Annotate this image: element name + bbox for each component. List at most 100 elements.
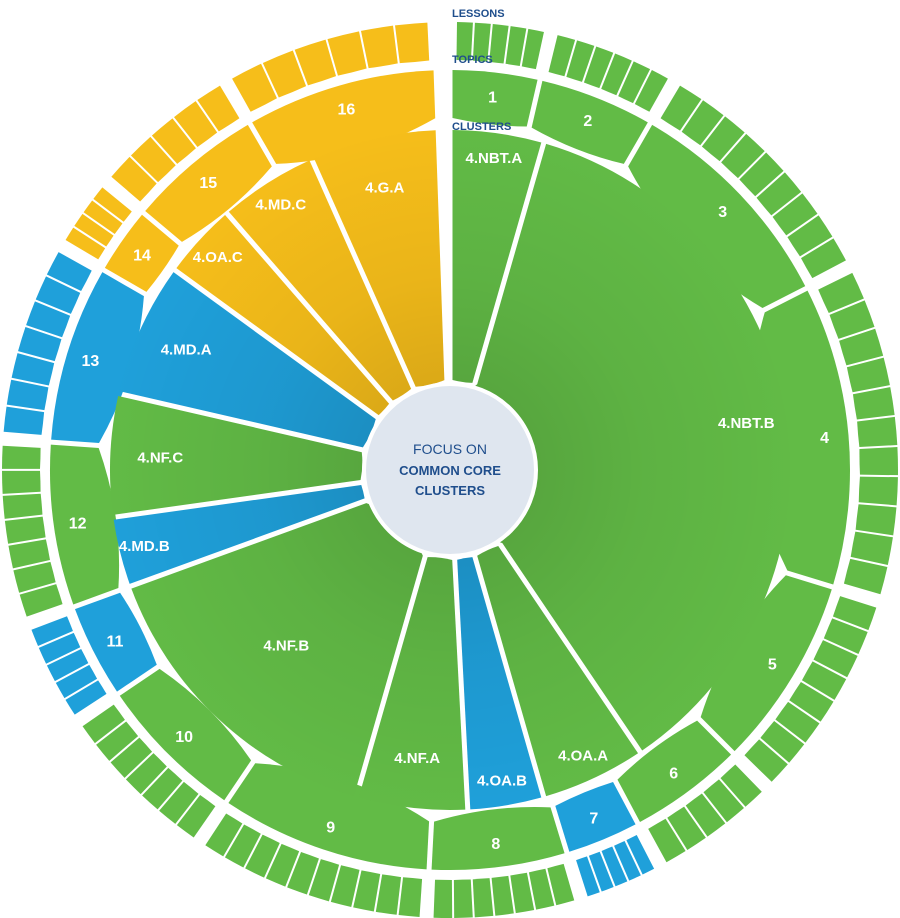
lesson-box — [601, 846, 628, 887]
cluster-label: 4.NBT.B — [718, 415, 775, 432]
topic-segment — [555, 781, 636, 852]
lesson-box — [205, 813, 243, 857]
center-hub — [362, 382, 538, 558]
lesson-box — [489, 24, 509, 64]
lesson-box — [850, 531, 893, 566]
lesson-box — [588, 851, 614, 892]
cluster-shade — [176, 215, 390, 416]
topic-segment — [431, 806, 565, 870]
topic-label: 8 — [491, 836, 500, 853]
topic-label: 7 — [589, 810, 598, 827]
cluster-label: 4.OA.C — [193, 249, 243, 266]
lesson-box — [453, 879, 473, 918]
topic-label: 13 — [82, 353, 100, 370]
lesson-box — [521, 28, 544, 70]
topic-segment — [628, 124, 806, 308]
lesson-box — [46, 649, 89, 682]
lesson-box — [547, 863, 575, 906]
lesson-box — [330, 865, 360, 907]
topic-segment — [145, 124, 272, 242]
lesson-box — [151, 118, 196, 164]
lesson-box — [772, 193, 818, 236]
lesson-box — [576, 856, 600, 897]
lesson-box — [472, 878, 494, 918]
lesson-box — [74, 213, 114, 247]
lesson-box — [843, 558, 888, 595]
cluster-label: 4.G.A — [365, 179, 404, 196]
lesson-box — [174, 101, 218, 147]
lesson-box — [618, 61, 651, 104]
topic-label: 16 — [337, 102, 355, 119]
clusters-ring-title: CLUSTERS — [452, 121, 511, 133]
lesson-box — [4, 516, 46, 544]
cluster-shade — [313, 130, 445, 387]
lesson-box — [846, 357, 890, 393]
topic-label: 15 — [199, 175, 217, 192]
lesson-box — [510, 872, 535, 914]
lesson-box — [31, 616, 73, 647]
center-text-common-core: COMMON CORE — [399, 463, 501, 478]
cluster-label: 4.NF.B — [263, 638, 309, 655]
lesson-box — [159, 781, 199, 824]
lesson-box — [93, 187, 132, 222]
lesson-box — [46, 252, 92, 292]
lesson-box — [720, 764, 762, 807]
lesson-box — [667, 806, 706, 850]
lesson-box — [739, 152, 784, 197]
lesson-box — [601, 53, 632, 96]
lesson-box — [505, 26, 527, 66]
lesson-box — [83, 200, 123, 235]
topic-label: 9 — [326, 820, 335, 837]
lesson-box — [832, 596, 877, 631]
topics-ring — [50, 70, 851, 870]
lesson-box — [265, 843, 300, 887]
lesson-box — [701, 116, 745, 162]
cluster-shade — [110, 395, 363, 515]
cluster-shade — [439, 143, 790, 751]
lesson-box — [789, 682, 834, 722]
lesson-box — [685, 793, 726, 837]
lesson-box — [721, 133, 765, 179]
lesson-box — [2, 493, 43, 519]
topic-segment — [617, 720, 732, 822]
topic-segment — [228, 763, 430, 870]
cluster-shade — [228, 160, 412, 401]
lesson-box — [3, 406, 45, 435]
lesson-box — [65, 227, 106, 260]
lesson-box — [491, 875, 514, 916]
lesson-box — [55, 664, 98, 699]
lesson-box — [634, 70, 668, 112]
lesson-box — [660, 85, 702, 131]
topic-label: 3 — [718, 204, 727, 221]
lesson-box — [38, 632, 81, 664]
cluster-label: 4.NF.C — [137, 449, 183, 466]
lesson-box — [2, 470, 41, 494]
lesson-box — [800, 238, 846, 279]
lesson-box — [456, 22, 473, 61]
topic-label: 2 — [583, 113, 592, 130]
center-text-clusters: CLUSTERS — [415, 483, 485, 498]
lesson-box — [6, 379, 49, 411]
lesson-box — [142, 767, 183, 810]
lesson-box — [433, 879, 453, 918]
topic-label: 4 — [820, 430, 829, 447]
topic-label: 12 — [69, 515, 87, 532]
lesson-box — [744, 739, 788, 782]
lesson-box — [375, 874, 402, 915]
topic-segment — [50, 444, 120, 605]
cluster-shade — [119, 272, 376, 448]
lesson-box — [801, 661, 847, 700]
lesson-box — [125, 753, 167, 795]
topic-label: 5 — [768, 657, 777, 674]
lesson-box — [2, 445, 41, 469]
center-text-focus-on: FOCUS ON — [413, 441, 487, 457]
cluster-label: 4.MD.C — [255, 196, 306, 213]
cluster-label: 4.MD.B — [119, 538, 170, 555]
lesson-box — [813, 640, 858, 678]
lesson-box — [111, 156, 157, 202]
cluster-label: 4.MD.A — [161, 342, 212, 359]
topic-segment — [51, 272, 144, 443]
lesson-box — [548, 35, 576, 77]
lesson-box — [398, 877, 423, 917]
lesson-box — [839, 328, 884, 366]
